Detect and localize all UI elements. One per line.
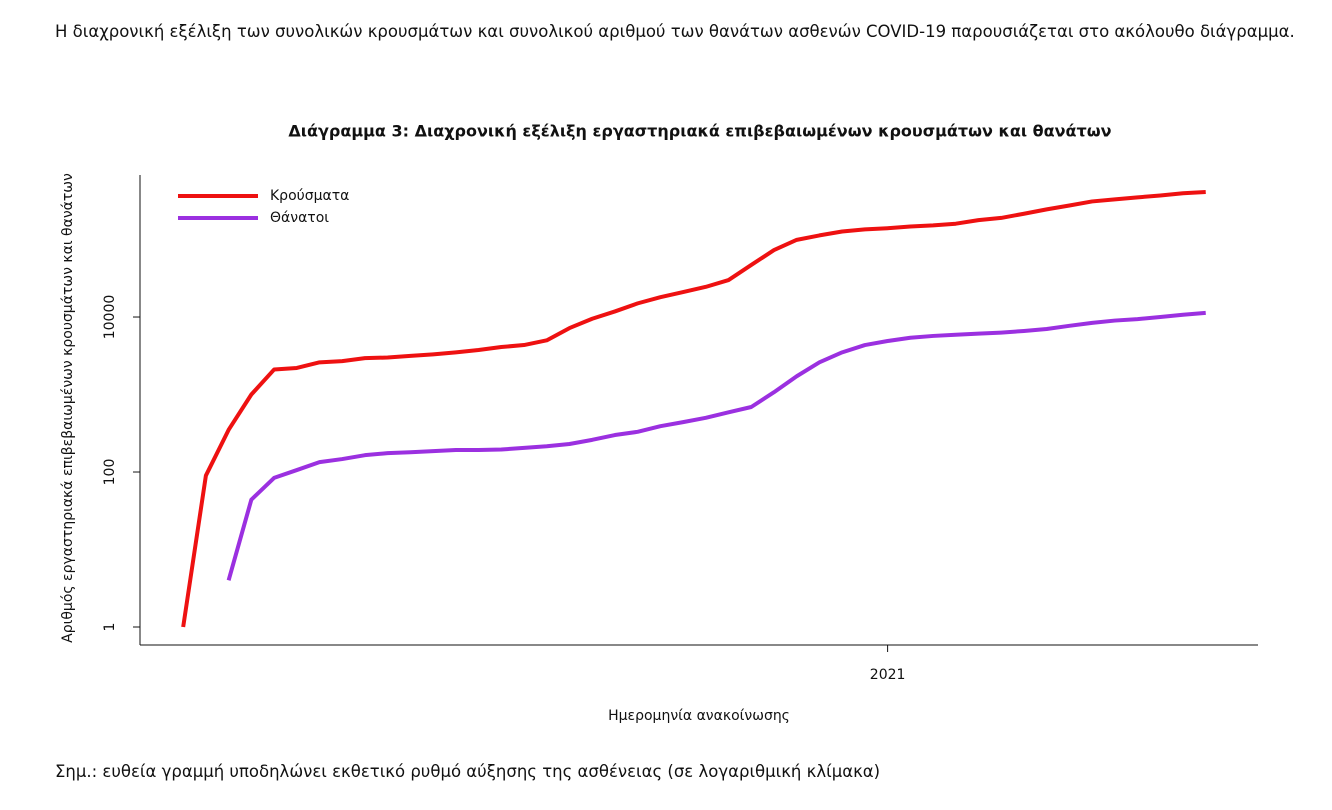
series-line — [181, 190, 1206, 628]
y-tick-label: 10000 — [102, 295, 118, 340]
note: Σημ.: ευθεία γραμμή υποδηλώνει εκθετικό … — [55, 762, 881, 781]
y-axis-label: Αριθμός εργαστηριακά επιβεβαιωμένων κρου… — [60, 173, 76, 643]
series-line — [226, 310, 1206, 581]
y-tick-label: 100 — [102, 459, 118, 486]
legend-label: Θάνατοι — [270, 210, 329, 226]
x-tick-label: 2021 — [870, 667, 906, 683]
x-axis-label: Ημερομηνία ανακοίνωσης — [608, 708, 790, 724]
legend-label: Κρούσματα — [270, 188, 349, 204]
paragraph: Η διαχρονική εξέλιξη των συνολικών κρουσ… — [55, 22, 1295, 41]
y-tick-label: 1 — [102, 623, 118, 632]
chart: Διάγραμμα 3: Διαχρονική εξέλιξη εργαστηρ… — [60, 122, 1258, 724]
chart-title: Διάγραμμα 3: Διαχρονική εξέλιξη εργαστηρ… — [288, 122, 1111, 141]
